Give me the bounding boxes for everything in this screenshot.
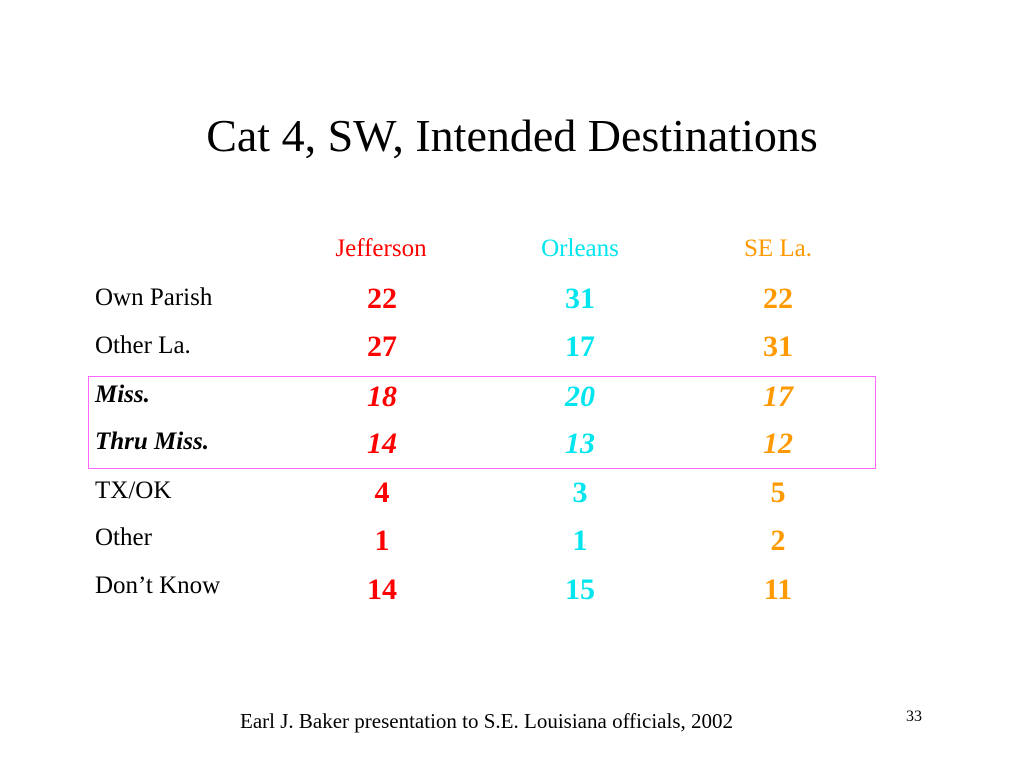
- row-label-miss: Miss.: [95, 381, 150, 408]
- slide-title: Cat 4, SW, Intended Destinations: [206, 110, 818, 161]
- cell-dont-know-jefferson: 14: [367, 573, 397, 606]
- cell-miss-orleans: 20: [565, 380, 595, 413]
- column-header-orleans: Orleans: [541, 235, 619, 262]
- cell-tx-ok-jefferson: 4: [374, 476, 390, 509]
- cell-thru-miss-jefferson: 14: [367, 427, 397, 460]
- highlight-box-mississippi-rows: [88, 376, 876, 469]
- page-number: 33: [906, 708, 922, 725]
- cell-other-la-se-la: 31: [763, 330, 793, 363]
- footer-citation: Earl J. Baker presentation to S.E. Louis…: [240, 709, 733, 733]
- column-header-se-la: SE La.: [743, 235, 813, 262]
- row-label-thru-miss: Thru Miss.: [95, 428, 209, 455]
- cell-tx-ok-se-la: 5: [770, 476, 786, 509]
- row-label-other: Other: [95, 524, 152, 551]
- cell-tx-ok-orleans: 3: [572, 476, 588, 509]
- cell-own-parish-jefferson: 22: [367, 282, 397, 315]
- row-label-tx-ok: TX/OK: [95, 477, 172, 504]
- cell-other-orleans: 1: [572, 524, 588, 557]
- cell-other-la-orleans: 17: [565, 330, 595, 363]
- cell-dont-know-se-la: 11: [763, 573, 793, 606]
- cell-thru-miss-orleans: 13: [565, 427, 595, 460]
- cell-dont-know-orleans: 15: [565, 573, 595, 606]
- cell-thru-miss-se-la: 12: [763, 427, 793, 460]
- cell-other-se-la: 2: [770, 524, 786, 557]
- row-label-other-la: Other La.: [95, 332, 191, 359]
- cell-miss-jefferson: 18: [367, 380, 397, 413]
- row-label-own-parish: Own Parish: [95, 284, 213, 311]
- cell-miss-se-la: 17: [763, 380, 793, 413]
- row-label-dont-know: Don’t Know: [95, 572, 221, 599]
- cell-other-jefferson: 1: [374, 524, 390, 557]
- cell-other-la-jefferson: 27: [367, 330, 397, 363]
- cell-own-parish-orleans: 31: [565, 282, 595, 315]
- column-header-jefferson: Jefferson: [335, 235, 427, 262]
- cell-own-parish-se-la: 22: [763, 282, 793, 315]
